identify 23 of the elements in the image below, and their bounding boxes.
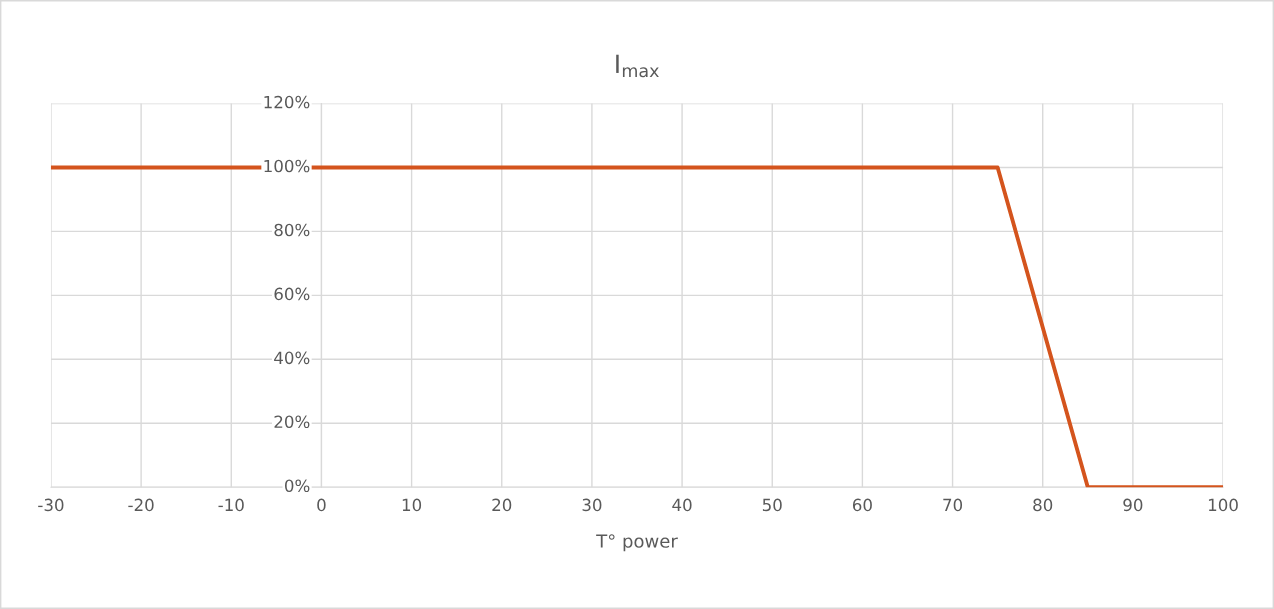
y-tick-label: 100% [264, 159, 310, 173]
chart-title: I$_{max}$ [616, 54, 659, 78]
x-tick-label: -20 [128, 498, 154, 512]
x-tick-label: 0 [317, 498, 326, 512]
x-axis-title: T° power [596, 534, 678, 552]
x-tick-label: 80 [1033, 498, 1053, 512]
y-tick-label: 40% [274, 351, 310, 365]
x-tick-label: 100 [1208, 498, 1238, 512]
y-tick-label: 80% [274, 223, 310, 237]
x-tick-label: 50 [762, 498, 782, 512]
y-tick-label: 120% [264, 95, 310, 109]
x-tick-label: 30 [582, 498, 602, 512]
x-tick-label: -10 [218, 498, 244, 512]
x-tick-label: -30 [38, 498, 64, 512]
x-tick-label: 20 [492, 498, 512, 512]
y-tick-label: 0% [284, 479, 310, 493]
x-tick-label: 40 [672, 498, 692, 512]
x-tick-label: 60 [852, 498, 872, 512]
y-tick-label: 60% [274, 287, 310, 301]
x-tick-label: 70 [943, 498, 963, 512]
x-tick-label: 10 [402, 498, 422, 512]
y-tick-label: 20% [274, 415, 310, 429]
x-tick-label: 90 [1123, 498, 1143, 512]
